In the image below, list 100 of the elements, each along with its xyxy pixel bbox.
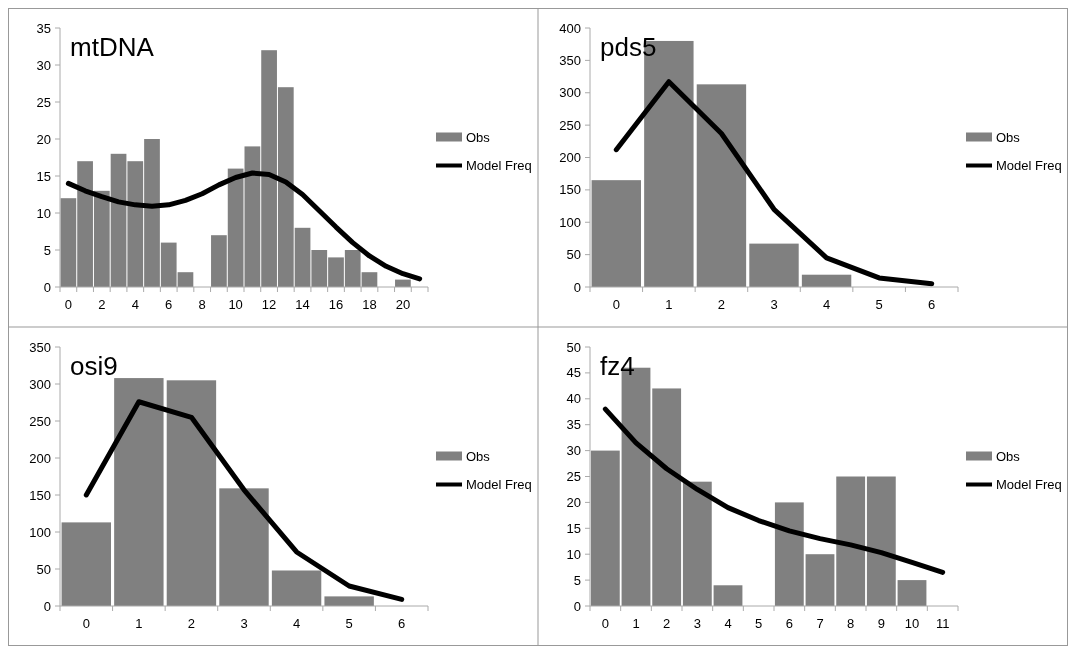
x-tick-label: 4 bbox=[292, 616, 301, 631]
y-tick-label: 50 bbox=[36, 561, 51, 577]
y-tick-label: 350 bbox=[559, 52, 581, 68]
x-tick-label: 7 bbox=[816, 616, 824, 631]
x-tick-label: 4 bbox=[822, 297, 831, 312]
legend-label: Model Freq bbox=[996, 477, 1062, 493]
bar bbox=[166, 380, 217, 606]
y-tick-label: 50 bbox=[566, 247, 581, 263]
x-tick-label: 10 bbox=[904, 616, 920, 631]
y-tick-label: 250 bbox=[559, 117, 581, 133]
chart-title: osi9 bbox=[70, 351, 118, 381]
x-tick-label: 8 bbox=[198, 297, 206, 312]
legend-label: Obs bbox=[996, 130, 1021, 146]
y-tick-label: 10 bbox=[566, 546, 581, 562]
legend-label: Model Freq bbox=[466, 158, 532, 174]
legend-label: Obs bbox=[466, 130, 491, 146]
y-tick-label: 250 bbox=[29, 413, 51, 429]
bar bbox=[652, 388, 682, 606]
y-tick-label: 300 bbox=[559, 85, 581, 101]
y-tick-label: 0 bbox=[573, 279, 581, 295]
x-tick-label: 9 bbox=[877, 616, 885, 631]
y-tick-label: 30 bbox=[566, 443, 581, 459]
x-tick-label: 0 bbox=[601, 616, 609, 631]
y-tick-label: 200 bbox=[559, 150, 581, 166]
y-tick-label: 20 bbox=[36, 131, 51, 147]
x-tick-label: 5 bbox=[755, 616, 763, 631]
y-tick-label: 35 bbox=[36, 20, 51, 36]
x-tick-label: 12 bbox=[261, 297, 277, 312]
legend-label: Obs bbox=[996, 449, 1021, 465]
x-tick-label: 8 bbox=[847, 616, 855, 631]
x-tick-label: 3 bbox=[240, 616, 248, 631]
bar bbox=[591, 180, 641, 287]
y-tick-label: 15 bbox=[36, 168, 51, 184]
legend-label: Obs bbox=[466, 449, 491, 465]
x-tick-label: 5 bbox=[875, 297, 883, 312]
bar bbox=[219, 488, 269, 606]
x-tick-label: 5 bbox=[345, 616, 353, 631]
y-tick-label: 0 bbox=[573, 598, 581, 614]
x-tick-label: 1 bbox=[632, 616, 640, 631]
x-tick-label: 3 bbox=[770, 297, 778, 312]
y-tick-label: 25 bbox=[566, 469, 581, 485]
y-tick-label: 100 bbox=[559, 214, 581, 230]
y-tick-label: 40 bbox=[566, 391, 581, 407]
x-tick-label: 2 bbox=[187, 616, 196, 631]
chart-title: mtDNA bbox=[70, 32, 155, 62]
chart-title: pds5 bbox=[600, 32, 657, 62]
y-tick-label: 50 bbox=[566, 339, 581, 355]
x-tick-label: 2 bbox=[98, 297, 106, 312]
legend-label: Model Freq bbox=[996, 158, 1062, 174]
y-tick-label: 300 bbox=[29, 376, 51, 392]
x-tick-label: 1 bbox=[135, 616, 143, 631]
bar bbox=[774, 502, 804, 606]
x-tick-label: 10 bbox=[228, 297, 243, 312]
y-tick-label: 10 bbox=[36, 205, 51, 221]
x-tick-label: 18 bbox=[362, 297, 377, 312]
x-tick-label: 4 bbox=[724, 616, 732, 631]
y-tick-label: 350 bbox=[29, 339, 51, 355]
y-tick-label: 150 bbox=[559, 182, 581, 198]
bar bbox=[866, 476, 896, 606]
x-tick-label: 16 bbox=[328, 297, 344, 312]
y-tick-label: 30 bbox=[36, 57, 51, 73]
bar bbox=[61, 522, 111, 606]
chart-title: fz4 bbox=[600, 351, 635, 381]
y-tick-label: 5 bbox=[43, 242, 51, 258]
y-tick-label: 0 bbox=[43, 598, 51, 614]
x-tick-label: 6 bbox=[928, 297, 936, 312]
x-tick-label: 11 bbox=[935, 616, 950, 631]
bar bbox=[749, 243, 799, 287]
bar bbox=[324, 596, 374, 606]
x-tick-label: 4 bbox=[131, 297, 139, 312]
y-tick-label: 25 bbox=[36, 94, 51, 110]
y-tick-label: 100 bbox=[29, 524, 51, 540]
x-tick-label: 6 bbox=[165, 297, 173, 312]
x-tick-label: 0 bbox=[64, 297, 72, 312]
bar bbox=[114, 378, 164, 606]
x-tick-label: 2 bbox=[663, 616, 671, 631]
x-tick-label: 6 bbox=[785, 616, 793, 631]
y-tick-label: 35 bbox=[566, 417, 581, 433]
y-tick-label: 150 bbox=[29, 487, 51, 503]
x-tick-label: 20 bbox=[395, 297, 411, 312]
bar bbox=[805, 554, 835, 606]
x-tick-label: 2 bbox=[717, 297, 726, 312]
legend-label: Model Freq bbox=[466, 477, 532, 493]
y-tick-label: 200 bbox=[29, 450, 51, 466]
x-tick-label: 3 bbox=[693, 616, 701, 631]
y-tick-label: 5 bbox=[573, 572, 581, 588]
bar bbox=[590, 450, 620, 606]
bar bbox=[696, 84, 747, 287]
bar bbox=[897, 580, 927, 606]
x-tick-label: 0 bbox=[612, 297, 620, 312]
x-tick-label: 6 bbox=[398, 616, 406, 631]
y-tick-label: 20 bbox=[566, 494, 581, 510]
bar bbox=[836, 476, 866, 606]
y-tick-label: 15 bbox=[566, 520, 581, 536]
bar bbox=[713, 585, 743, 606]
y-tick-label: 400 bbox=[559, 20, 581, 36]
y-tick-label: 45 bbox=[566, 365, 581, 381]
bar bbox=[682, 481, 712, 606]
x-tick-label: 0 bbox=[82, 616, 90, 631]
x-tick-label: 1 bbox=[665, 297, 673, 312]
